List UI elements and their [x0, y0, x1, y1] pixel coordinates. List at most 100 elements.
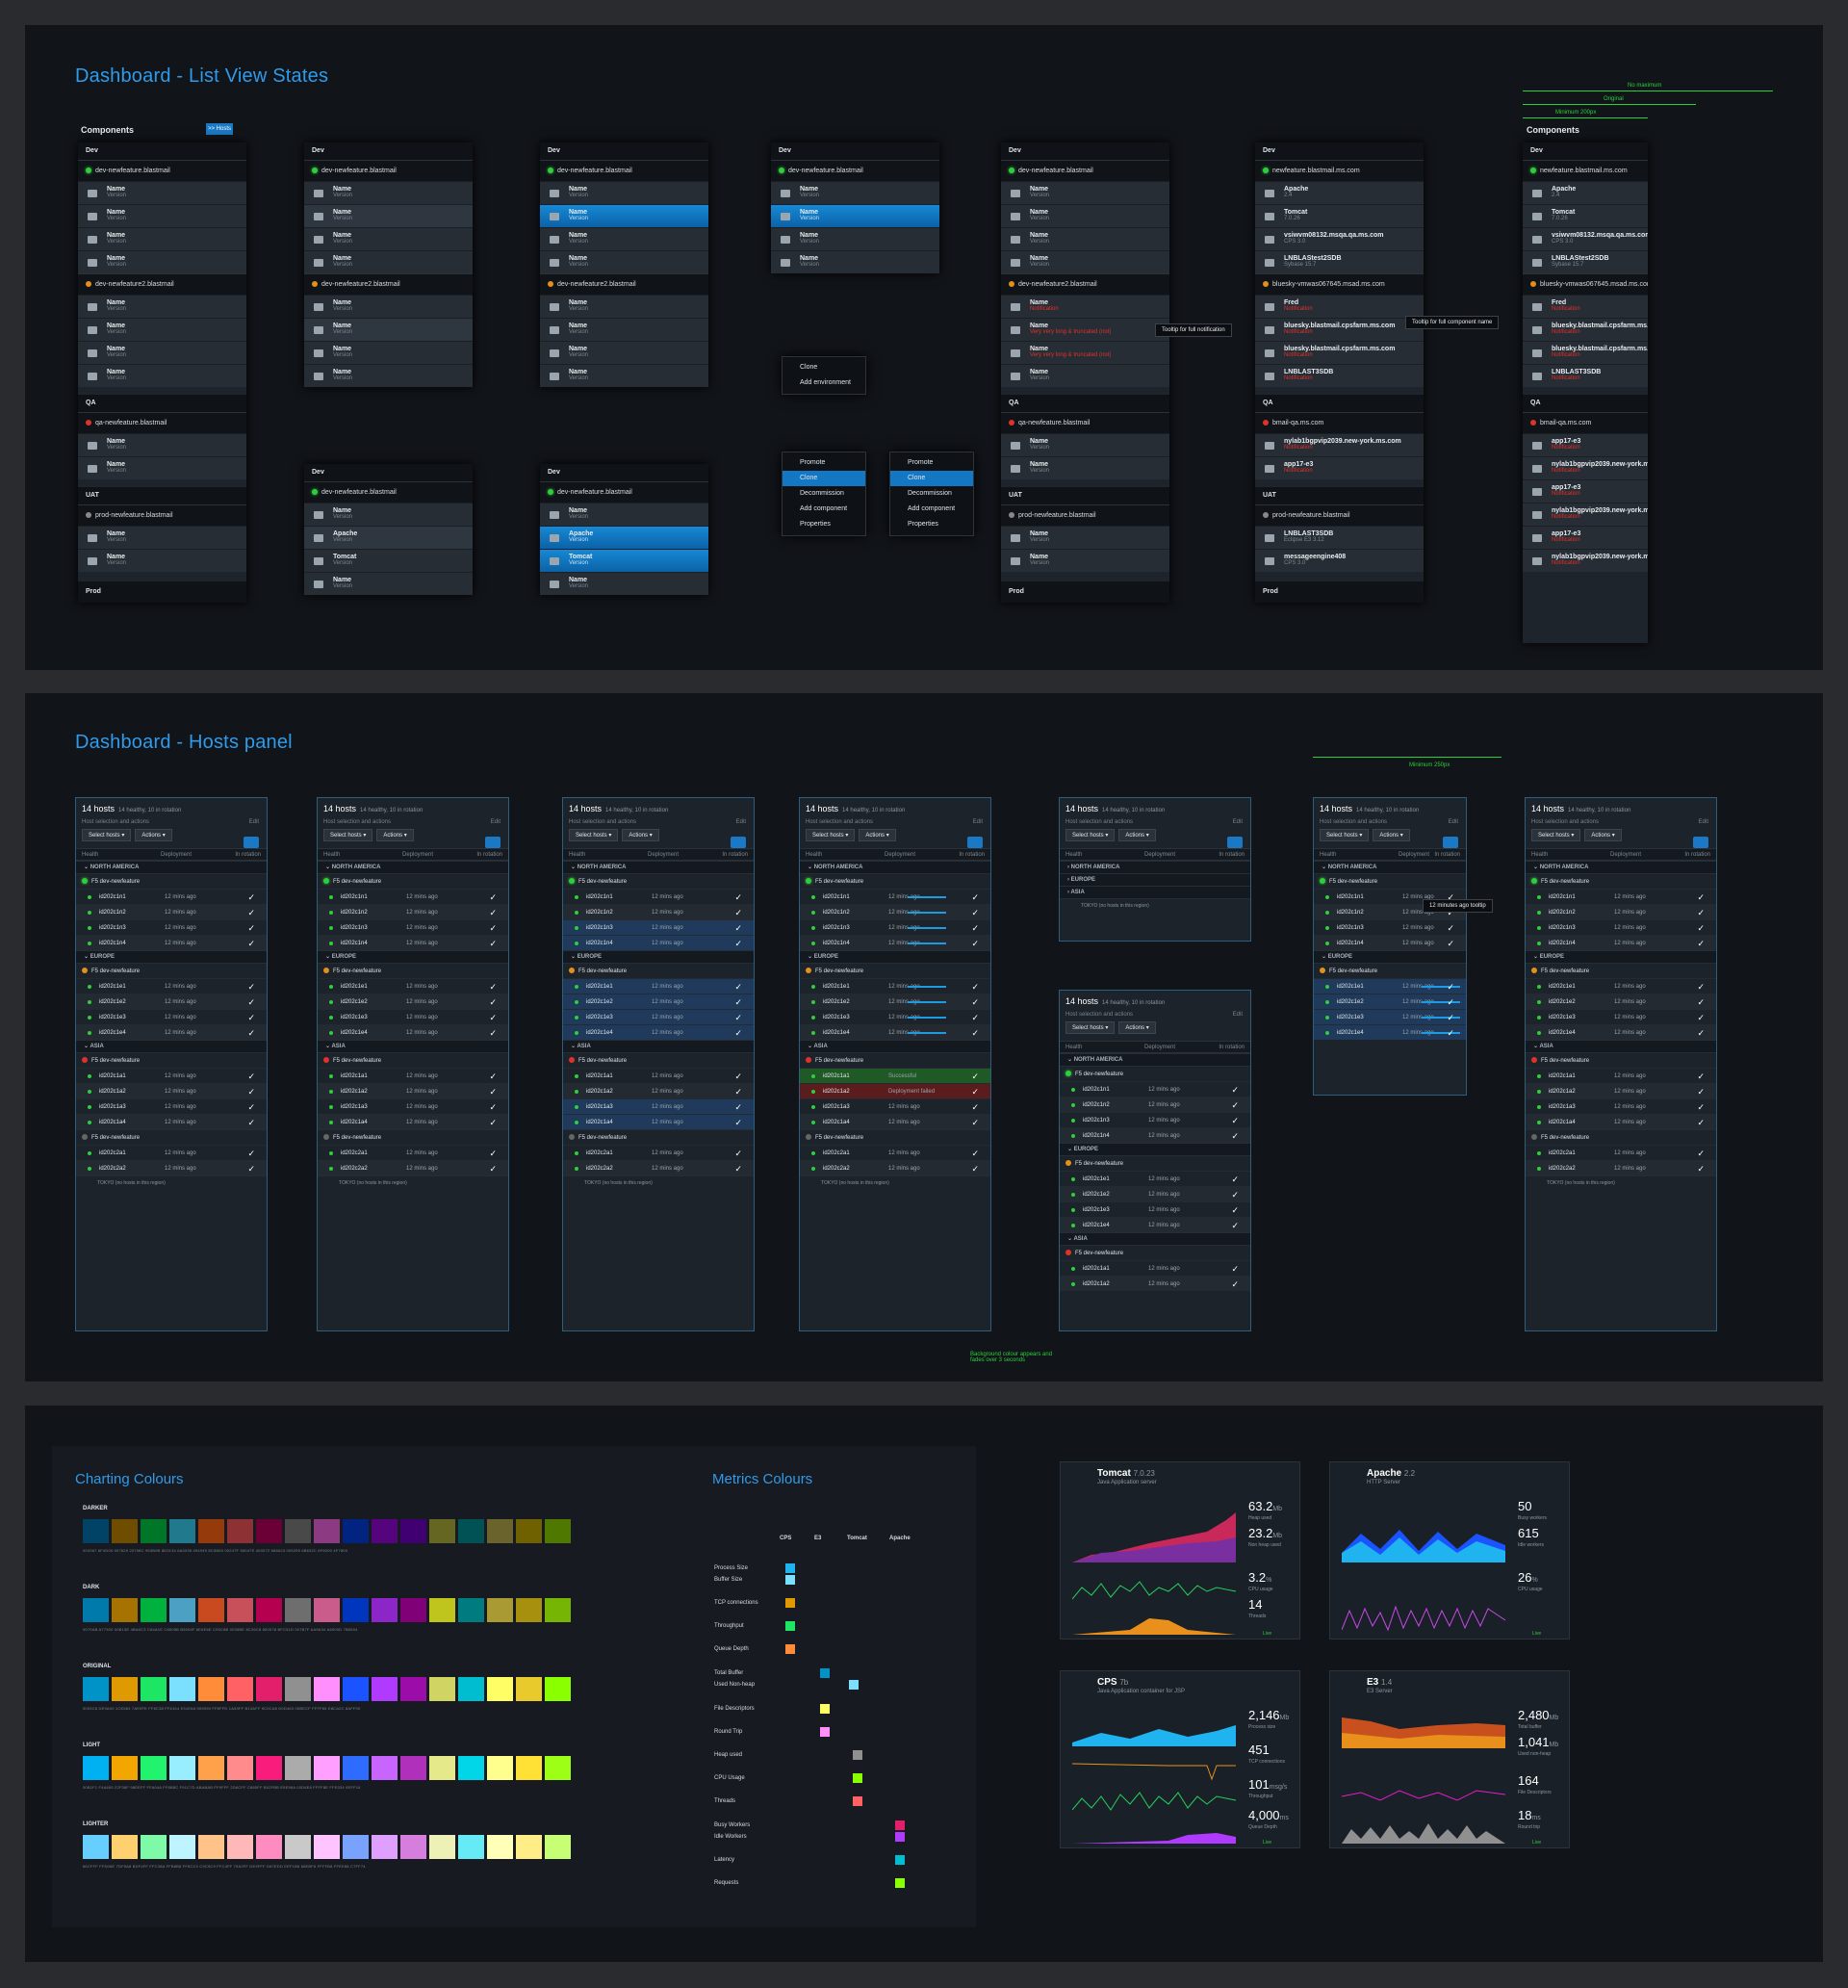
host-row[interactable]: id202c1e2 12 mins ago ✓ — [318, 994, 508, 1009]
host-row[interactable]: id202c1a4 12 mins ago ✓ — [800, 1114, 990, 1129]
actions-button[interactable]: Actions ▾ — [135, 829, 172, 841]
promote-menu-item[interactable]: Promote — [800, 459, 826, 466]
component-item[interactable]: Name Version — [78, 318, 246, 341]
host-row[interactable]: id202c1e1 12 mins ago ✓ — [1314, 978, 1466, 994]
host-row[interactable]: id202c1a2 12 mins ago ✓ — [76, 1083, 267, 1098]
select-hosts-button[interactable]: Select hosts ▾ — [323, 829, 373, 841]
host-row[interactable]: id202c1a4 12 mins ago ✓ — [1526, 1114, 1716, 1129]
host-row[interactable]: id202c1a2 12 mins ago ✓ — [1060, 1276, 1250, 1291]
select-hosts-button[interactable]: Select hosts ▾ — [569, 829, 619, 841]
host-row[interactable]: id202c1a3 12 mins ago ✓ — [800, 1098, 990, 1114]
host-row[interactable]: id202c1e1 12 mins ago ✓ — [800, 978, 990, 994]
host-row[interactable]: id202c1n1 12 mins ago ✓ — [563, 889, 754, 904]
host-row[interactable]: id202c1a4 12 mins ago ✓ — [563, 1114, 754, 1129]
env-group-dev[interactable]: Dev — [78, 142, 246, 160]
host-row[interactable]: id202c1n3 12 mins ago ✓ — [563, 919, 754, 935]
add-component-menu-item[interactable]: Add component — [800, 505, 848, 512]
host-row[interactable]: id202c1e1 12 mins ago ✓ — [563, 978, 754, 994]
host-row[interactable]: id202c1n3 12 mins ago ✓ — [76, 919, 267, 935]
select-hosts-button[interactable]: Select hosts ▾ — [82, 829, 132, 841]
host-row[interactable]: id202c1e3 12 mins ago ✓ — [800, 1009, 990, 1024]
host-row[interactable]: id202c2a2 12 mins ago ✓ — [563, 1160, 754, 1175]
host-row[interactable]: id202c1e4 12 mins ago ✓ — [318, 1024, 508, 1040]
host-row[interactable]: id202c2a2 12 mins ago ✓ — [318, 1160, 508, 1175]
actions-button[interactable]: Actions ▾ — [622, 829, 659, 841]
host-row[interactable]: id202c1e1 12 mins ago ✓ — [1060, 1171, 1250, 1186]
host-row[interactable]: id202c1n4 12 mins ago ✓ — [1526, 935, 1716, 950]
host-row[interactable]: id202c1e3 12 mins ago ✓ — [1526, 1009, 1716, 1024]
host-row[interactable]: id202c1n4 12 mins ago ✓ — [1060, 1127, 1250, 1143]
host-row[interactable]: id202c2a1 12 mins ago ✓ — [76, 1145, 267, 1160]
host-row[interactable]: id202c1e3 12 mins ago ✓ — [1060, 1201, 1250, 1217]
host-row[interactable]: id202c1e1 12 mins ago ✓ — [318, 978, 508, 994]
host-row[interactable]: id202c1n3 12 mins ago ✓ — [318, 919, 508, 935]
host-row[interactable]: id202c1e1 12 mins ago ✓ — [1526, 978, 1716, 994]
host-row[interactable]: id202c1n2 12 mins ago ✓ — [563, 904, 754, 919]
host-row[interactable]: id202c2a1 12 mins ago ✓ — [318, 1145, 508, 1160]
host-row[interactable]: id202c1e2 12 mins ago ✓ — [563, 994, 754, 1009]
component-item[interactable]: Name Version — [78, 295, 246, 318]
host-row[interactable]: id202c1a3 12 mins ago ✓ — [563, 1098, 754, 1114]
host-row[interactable]: id202c1a2 Deployment failed ✓ — [800, 1083, 990, 1098]
lock-icon[interactable] — [485, 837, 500, 848]
host-row[interactable]: id202c1a3 12 mins ago ✓ — [318, 1098, 508, 1114]
component-item[interactable]: Name Version — [78, 526, 246, 549]
host-row[interactable]: id202c1e2 12 mins ago ✓ — [1314, 994, 1466, 1009]
host-row[interactable]: id202c1a2 12 mins ago ✓ — [318, 1083, 508, 1098]
host-row[interactable]: id202c1n2 12 mins ago ✓ — [1060, 1097, 1250, 1112]
host-row[interactable]: id202c1e1 12 mins ago ✓ — [76, 978, 267, 994]
host-row[interactable]: id202c1e3 12 mins ago ✓ — [76, 1009, 267, 1024]
env-row[interactable]: dev-newfeature2.blastmail — [78, 273, 246, 295]
host-row[interactable]: id202c1n1 12 mins ago ✓ — [318, 889, 508, 904]
host-row[interactable]: id202c1a1 12 mins ago ✓ — [76, 1068, 267, 1083]
clone-menu-item[interactable]: Clone — [783, 471, 865, 486]
host-row[interactable]: id202c1n3 12 mins ago ✓ — [1314, 919, 1466, 935]
host-row[interactable]: id202c1n2 12 mins ago ✓ — [1526, 904, 1716, 919]
host-row[interactable]: id202c1a3 12 mins ago ✓ — [1526, 1098, 1716, 1114]
host-row[interactable]: id202c1a1 Successful ✓ — [800, 1068, 990, 1083]
host-row[interactable]: id202c1a2 12 mins ago ✓ — [1526, 1083, 1716, 1098]
host-row[interactable]: id202c1e2 12 mins ago ✓ — [1060, 1186, 1250, 1201]
host-row[interactable]: id202c1e3 12 mins ago ✓ — [563, 1009, 754, 1024]
host-row[interactable]: id202c1a1 12 mins ago ✓ — [1526, 1068, 1716, 1083]
host-row[interactable]: id202c1n1 12 mins ago ✓ — [1060, 1081, 1250, 1097]
host-row[interactable]: id202c1n2 12 mins ago ✓ — [800, 904, 990, 919]
component-item[interactable]: Name Version — [78, 181, 246, 204]
host-row[interactable]: id202c1e4 12 mins ago ✓ — [1060, 1217, 1250, 1232]
host-row[interactable]: id202c1e2 12 mins ago ✓ — [1526, 994, 1716, 1009]
host-row[interactable]: id202c1a3 12 mins ago ✓ — [76, 1098, 267, 1114]
host-row[interactable]: id202c2a2 12 mins ago ✓ — [800, 1160, 990, 1175]
select-hosts-button[interactable]: Select hosts ▾ — [1065, 829, 1116, 841]
actions-button[interactable]: Actions ▾ — [859, 829, 896, 841]
lock-icon[interactable] — [244, 837, 259, 848]
component-item[interactable]: Name Version — [78, 456, 246, 479]
host-row[interactable]: id202c1n2 12 mins ago ✓ — [76, 904, 267, 919]
host-row[interactable]: id202c1n3 12 mins ago ✓ — [1526, 919, 1716, 935]
host-row[interactable]: id202c1a1 12 mins ago ✓ — [318, 1068, 508, 1083]
host-row[interactable]: id202c1n4 12 mins ago ✓ — [318, 935, 508, 950]
component-item[interactable]: Name Version — [78, 204, 246, 227]
host-row[interactable]: id202c1e3 12 mins ago ✓ — [1314, 1009, 1466, 1024]
env-row[interactable]: dev-newfeature.blastmail — [78, 160, 246, 181]
lock-icon[interactable] — [1693, 837, 1708, 848]
host-row[interactable]: id202c2a2 12 mins ago ✓ — [1526, 1160, 1716, 1175]
host-row[interactable]: id202c1n4 12 mins ago ✓ — [800, 935, 990, 950]
env-group-prod[interactable]: Prod — [78, 581, 246, 603]
env-row[interactable]: qa-newfeature.blastmail — [78, 412, 246, 433]
env-group-qa[interactable]: QA — [78, 395, 246, 412]
host-row[interactable]: id202c1e4 12 mins ago ✓ — [1526, 1024, 1716, 1040]
actions-button[interactable]: Actions ▾ — [1584, 829, 1622, 841]
env-row[interactable]: prod-newfeature.blastmail — [78, 504, 246, 526]
lock-icon[interactable] — [1443, 837, 1458, 848]
hosts-toggle-button[interactable]: >> Hosts — [206, 123, 233, 135]
add-env-menu-item[interactable]: Add environment — [800, 379, 851, 386]
select-hosts-button[interactable]: Select hosts ▾ — [1320, 829, 1370, 841]
host-row[interactable]: id202c1n1 12 mins ago ✓ — [1314, 889, 1466, 904]
component-item[interactable]: Name Version — [78, 341, 246, 364]
select-hosts-button[interactable]: Select hosts ▾ — [806, 829, 856, 841]
host-row[interactable]: id202c1n1 12 mins ago ✓ — [800, 889, 990, 904]
host-row[interactable]: id202c1e2 12 mins ago ✓ — [800, 994, 990, 1009]
lock-icon[interactable] — [1227, 837, 1243, 848]
env-group-uat[interactable]: UAT — [78, 487, 246, 504]
component-item[interactable]: Name Version — [78, 364, 246, 387]
